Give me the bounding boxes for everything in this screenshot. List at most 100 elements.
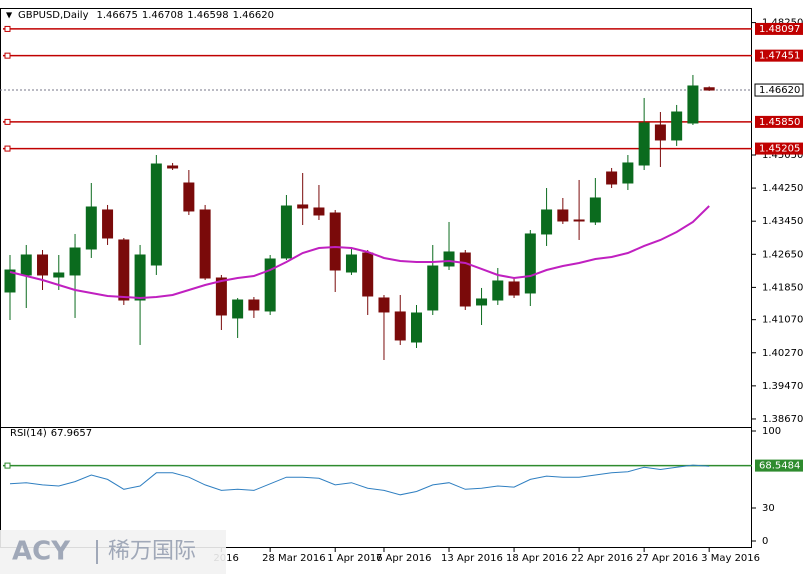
y-tick-label: 1.45050 (762, 150, 803, 161)
candle-body (687, 85, 699, 124)
candle-body (508, 281, 520, 296)
header-value: 1.46598 (187, 10, 228, 21)
y-tick-label: 1.39470 (762, 381, 803, 392)
candle-body (232, 299, 244, 319)
candle-body (329, 212, 341, 271)
x-tick-label: 18 Apr 2016 (506, 553, 568, 564)
candle-body (199, 209, 211, 279)
rsi-tick-label: 100 (762, 426, 781, 437)
level-handle (4, 25, 11, 32)
candle-body (280, 205, 292, 259)
candle-body (654, 124, 666, 141)
rsi-line (9, 464, 710, 496)
level-handle (4, 145, 11, 152)
watermark: ACY 稀万国际 (0, 530, 226, 574)
candle-body (606, 171, 618, 185)
y-tick-label: 1.41850 (762, 282, 803, 293)
candle-body (118, 239, 130, 301)
menu-arrow[interactable]: ▼ (6, 11, 13, 20)
level-label: 1.48097 (759, 24, 800, 35)
candle-body (443, 251, 455, 267)
candle-body (215, 277, 227, 316)
rsi-tick-label: 0 (762, 536, 768, 547)
rsi-value: 67.9657 (51, 428, 92, 439)
chart-title: GBPUSD,Daily (18, 10, 89, 21)
y-tick-label: 1.42650 (762, 249, 803, 260)
candle-body (313, 207, 325, 216)
x-tick-label: 7 Apr 2016 (376, 553, 431, 564)
candle-body (459, 252, 471, 307)
candle-body (573, 219, 585, 222)
candle-body (264, 258, 276, 312)
candle-body (37, 254, 49, 276)
candle-body (134, 254, 146, 301)
candle-body (53, 272, 65, 278)
candle-body (102, 209, 114, 239)
level-label-bg (755, 115, 803, 128)
level-label-bg (755, 22, 803, 35)
candle-body (524, 233, 536, 294)
y-tick-label: 1.41070 (762, 315, 803, 326)
x-tick-label: 27 Apr 2016 (636, 553, 698, 564)
plot-frame (0, 8, 752, 548)
candle-body (150, 163, 162, 266)
last-price-bg (754, 83, 804, 97)
x-tick-label: 1 Apr 2016 (327, 553, 382, 564)
candle-body (638, 122, 650, 166)
candle-body (345, 254, 357, 273)
candle-body (378, 297, 390, 313)
candle-body (492, 280, 504, 301)
level-label: 1.47451 (759, 51, 800, 62)
y-tick-label: 1.43450 (762, 216, 803, 227)
watermark-cn: 稀万国际 (108, 539, 196, 564)
level-label: 1.45850 (759, 117, 800, 128)
level-label-bg (755, 142, 803, 155)
candle-body (248, 299, 260, 311)
candle-body (557, 209, 569, 222)
candle-body (362, 252, 374, 297)
candle-body (622, 162, 634, 184)
x-tick-label: 2016 (213, 553, 238, 564)
candle-body (394, 311, 406, 341)
watermark-logo: ACY (12, 537, 71, 567)
rsi-tick-label: 30 (762, 503, 775, 514)
header-value: 1.46708 (142, 10, 183, 21)
x-tick-label: 22 Apr 2016 (571, 553, 633, 564)
rsi-level-handle (4, 462, 11, 469)
candle-body (297, 204, 309, 209)
candle-body (411, 312, 422, 343)
candle-body (69, 247, 81, 276)
y-tick-label: 1.44250 (762, 183, 803, 194)
header-value: 1.46620 (233, 10, 274, 21)
rsi-level-bg (755, 459, 803, 472)
candle-body (85, 206, 97, 250)
watermark-bg (0, 530, 226, 574)
candle-body (183, 182, 195, 212)
rsi-level-label: 68.5484 (759, 461, 800, 472)
y-tick-label: 1.40270 (762, 348, 803, 359)
x-tick-label: 28 Mar 2016 (262, 553, 325, 564)
level-handle (4, 118, 11, 125)
candle-body (703, 87, 715, 91)
moving-average (9, 205, 710, 299)
level-handle (4, 52, 11, 59)
y-tick-label: 1.38670 (762, 414, 803, 425)
candle-body (4, 269, 16, 293)
rsi-label: RSI(14) (10, 428, 47, 439)
candle-body (541, 209, 553, 235)
candle-body (476, 298, 488, 306)
level-label-bg (755, 49, 803, 62)
candle-body (167, 165, 179, 169)
candle-body (20, 254, 32, 276)
last-price-label: 1.46620 (759, 85, 800, 96)
header-value: 1.46675 (97, 10, 138, 21)
level-label: 1.45205 (759, 144, 800, 155)
candle-body (671, 111, 683, 141)
x-tick-label: 13 Apr 2016 (441, 553, 503, 564)
candle-body (427, 265, 439, 311)
x-tick-label: 3 May 2016 (701, 553, 760, 564)
candle-body (589, 197, 601, 223)
